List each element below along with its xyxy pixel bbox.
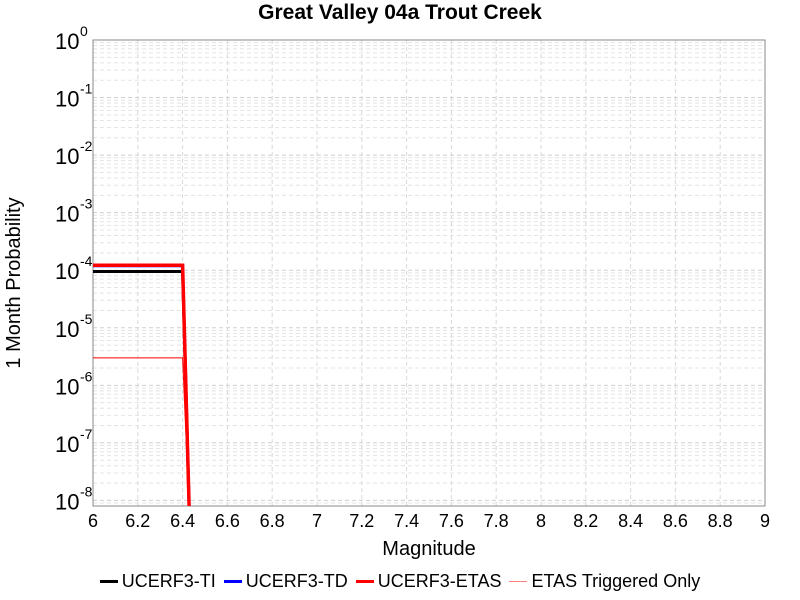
y-tick-label: 10 -4 — [55, 253, 93, 284]
series-line-ucerf3-ti — [93, 270, 191, 506]
series-lines — [93, 263, 191, 506]
y-tick-exponent: -2 — [80, 138, 93, 154]
y-tick-base: 10 — [55, 432, 79, 457]
x-tick-label: 8.2 — [573, 511, 598, 531]
y-tick-exponent: -4 — [80, 253, 93, 269]
legend-label-ucerf3-ti: UCERF3-TI — [121, 570, 216, 591]
legend-label-etas-triggered-only: ETAS Triggered Only — [531, 570, 701, 591]
x-axis-label: Magnitude — [382, 538, 475, 560]
x-tick-label: 9 — [760, 511, 770, 531]
legend-item-ucerf3-ti: UCERF3-TI — [99, 570, 216, 592]
legend: UCERF3-TI UCERF3-TD UCERF3-ETAS ETAS Tri… — [0, 566, 800, 596]
y-tick-exponent: -6 — [80, 368, 93, 384]
legend-item-ucerf3-td: UCERF3-TD — [223, 570, 348, 592]
y-axis-label: 1 Month Probability — [3, 197, 25, 368]
y-tick-base: 10 — [55, 489, 79, 514]
y-tick-base: 10 — [55, 87, 79, 112]
y-tick-base: 10 — [55, 317, 79, 342]
x-tick-label: 6.2 — [125, 511, 150, 531]
x-tick-label: 7.4 — [394, 511, 419, 531]
legend-label-ucerf3-etas: UCERF3-ETAS — [377, 570, 502, 591]
x-tick-label: 8.8 — [708, 511, 733, 531]
y-tick-base: 10 — [55, 259, 79, 284]
y-tick-label: 10 -3 — [55, 196, 93, 227]
y-tick-label: 10 -7 — [55, 426, 93, 457]
legend-item-etas-triggered-only: ETAS Triggered Only — [509, 571, 700, 592]
legend-label-ucerf3-td: UCERF3-TD — [245, 570, 348, 591]
y-tick-base: 10 — [55, 374, 79, 399]
y-tick-exponent: -8 — [80, 483, 93, 499]
y-tick-label: 10 0 — [55, 23, 88, 54]
x-tick-label: 7.2 — [349, 511, 374, 531]
x-tick-label: 6.4 — [170, 511, 195, 531]
x-tick-label: 6.8 — [260, 511, 285, 531]
x-tick-label: 8.4 — [618, 511, 643, 531]
y-tick-exponent: 0 — [80, 23, 88, 39]
legend-swatch-ucerf3-etas — [355, 579, 374, 583]
grid — [92, 39, 766, 507]
legend-swatch-etas-triggered-only — [509, 580, 528, 582]
series-line-ucerf3-td — [93, 264, 191, 506]
y-tick-exponent: -3 — [80, 196, 93, 212]
y-tick-exponent: -7 — [80, 426, 93, 442]
series-line-etas-triggered-only — [93, 357, 190, 506]
x-tick-label: 7 — [312, 511, 322, 531]
y-tick-label: 10 -2 — [55, 138, 93, 169]
legend-item-ucerf3-etas: UCERF3-ETAS — [355, 570, 502, 592]
y-tick-label: 10 -5 — [55, 311, 93, 342]
y-tick-base: 10 — [55, 29, 79, 54]
x-tick-labels: 6 6.2 6.4 6.6 6.8 7 7.2 7.4 7.6 7.8 8 8.2 8.4 8.6 8.8 9 — [88, 511, 770, 531]
x-tick-label: 8 — [536, 511, 546, 531]
y-tick-exponent: -5 — [80, 311, 93, 327]
y-tick-base: 10 — [55, 144, 79, 169]
legend-swatch-ucerf3-ti — [99, 579, 118, 583]
x-tick-label: 6 — [88, 511, 98, 531]
y-tick-label: 10 -6 — [55, 368, 93, 399]
series-line-ucerf3-etas — [93, 263, 191, 506]
y-tick-label: 10 -1 — [55, 81, 93, 112]
x-tick-label: 7.6 — [439, 511, 464, 531]
y-tick-exponent: -1 — [80, 81, 93, 97]
legend-swatch-ucerf3-td — [223, 579, 242, 583]
x-tick-label: 6.6 — [215, 511, 240, 531]
x-tick-label: 8.6 — [663, 511, 688, 531]
y-tick-label: 10 -8 — [55, 483, 93, 514]
y-tick-base: 10 — [55, 202, 79, 227]
x-tick-label: 7.8 — [484, 511, 509, 531]
chart-title: Great Valley 04a Trout Creek — [258, 1, 542, 24]
